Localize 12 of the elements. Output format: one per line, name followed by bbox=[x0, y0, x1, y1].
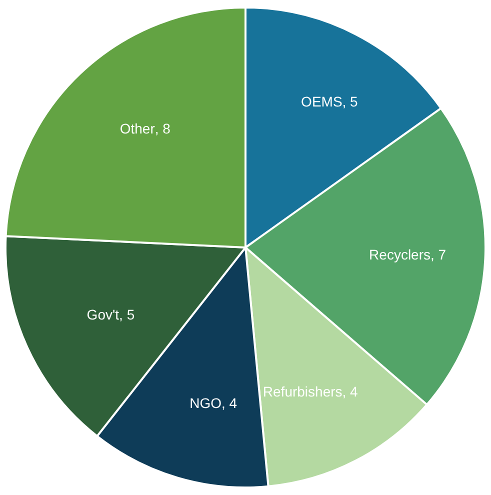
slice-label: Refurbishers bbox=[262, 384, 342, 400]
slice-label: Gov't bbox=[86, 306, 120, 322]
slice-label: Other bbox=[120, 120, 156, 136]
slice-label: OEMS bbox=[301, 93, 342, 110]
data-label: , 4 bbox=[222, 395, 238, 412]
data-label: , 4 bbox=[342, 384, 358, 400]
data-label: , 8 bbox=[154, 120, 171, 136]
slice-label: NGO bbox=[190, 395, 222, 412]
data-label: , 5 bbox=[119, 306, 135, 322]
slice-label: Recyclers bbox=[369, 246, 431, 262]
data-label: , 7 bbox=[430, 246, 446, 262]
data-label: , 5 bbox=[342, 93, 358, 110]
